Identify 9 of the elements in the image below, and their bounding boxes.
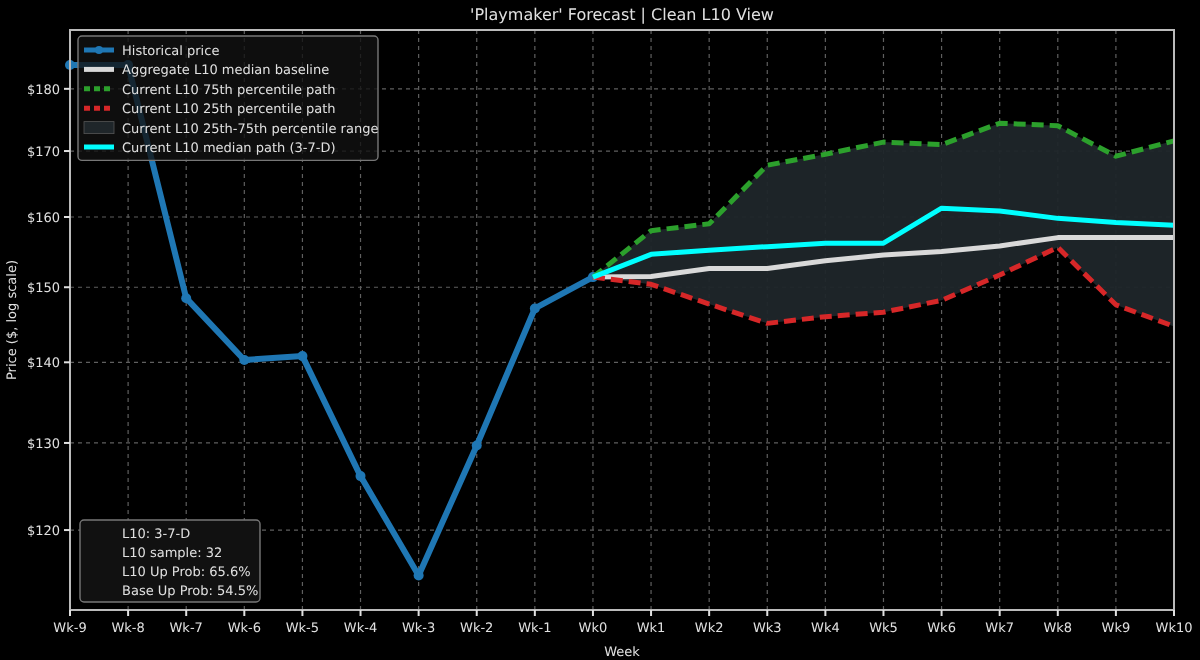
chart-title: 'Playmaker' Forecast | Clean L10 View [470, 6, 775, 24]
line-series [590, 120, 1177, 280]
line-series [590, 205, 1177, 280]
point [471, 440, 482, 451]
point [355, 471, 366, 482]
point [297, 351, 308, 362]
point [181, 293, 192, 304]
point [529, 303, 540, 314]
point [239, 354, 250, 365]
